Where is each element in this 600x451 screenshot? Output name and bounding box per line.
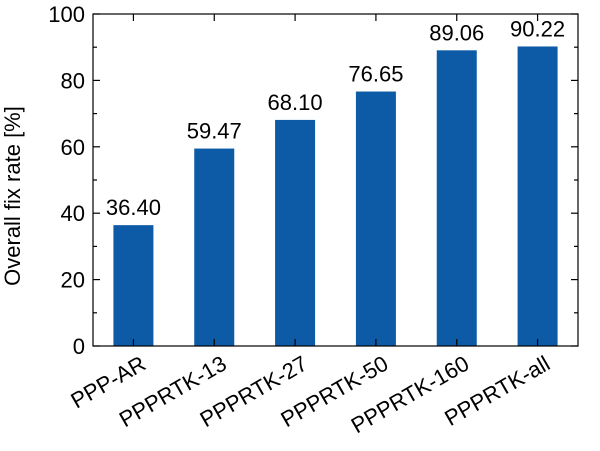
data-label: 36.40 — [106, 195, 161, 220]
data-label: 89.06 — [429, 20, 484, 45]
bar-ppprtk-160 — [436, 50, 477, 346]
y-tick-label: 80 — [61, 68, 85, 93]
data-label: 76.65 — [348, 62, 403, 87]
y-tick-label: 20 — [61, 268, 85, 293]
y-tick-label: 0 — [73, 334, 85, 359]
plot-frame — [92, 13, 579, 347]
bar-ppprtk-27 — [275, 119, 316, 347]
bars-group — [113, 46, 558, 347]
y-tick-label: 100 — [48, 2, 85, 27]
y-axis-title: Overall fix rate [%] — [0, 106, 25, 286]
bar-ppp-ar — [113, 225, 154, 346]
y-tick-label: 60 — [61, 135, 85, 160]
y-tick-label: 40 — [61, 201, 85, 226]
data-label: 68.10 — [268, 90, 323, 115]
data-label: 59.47 — [187, 119, 242, 144]
data-label: 90.22 — [510, 16, 565, 41]
bar-ppprtk-13 — [194, 148, 235, 346]
bar-ppprtk-all — [517, 46, 558, 346]
bar-ppprtk-50 — [355, 91, 396, 346]
axis-ticks: 0 20 40 60 80 100 — [48, 2, 578, 359]
